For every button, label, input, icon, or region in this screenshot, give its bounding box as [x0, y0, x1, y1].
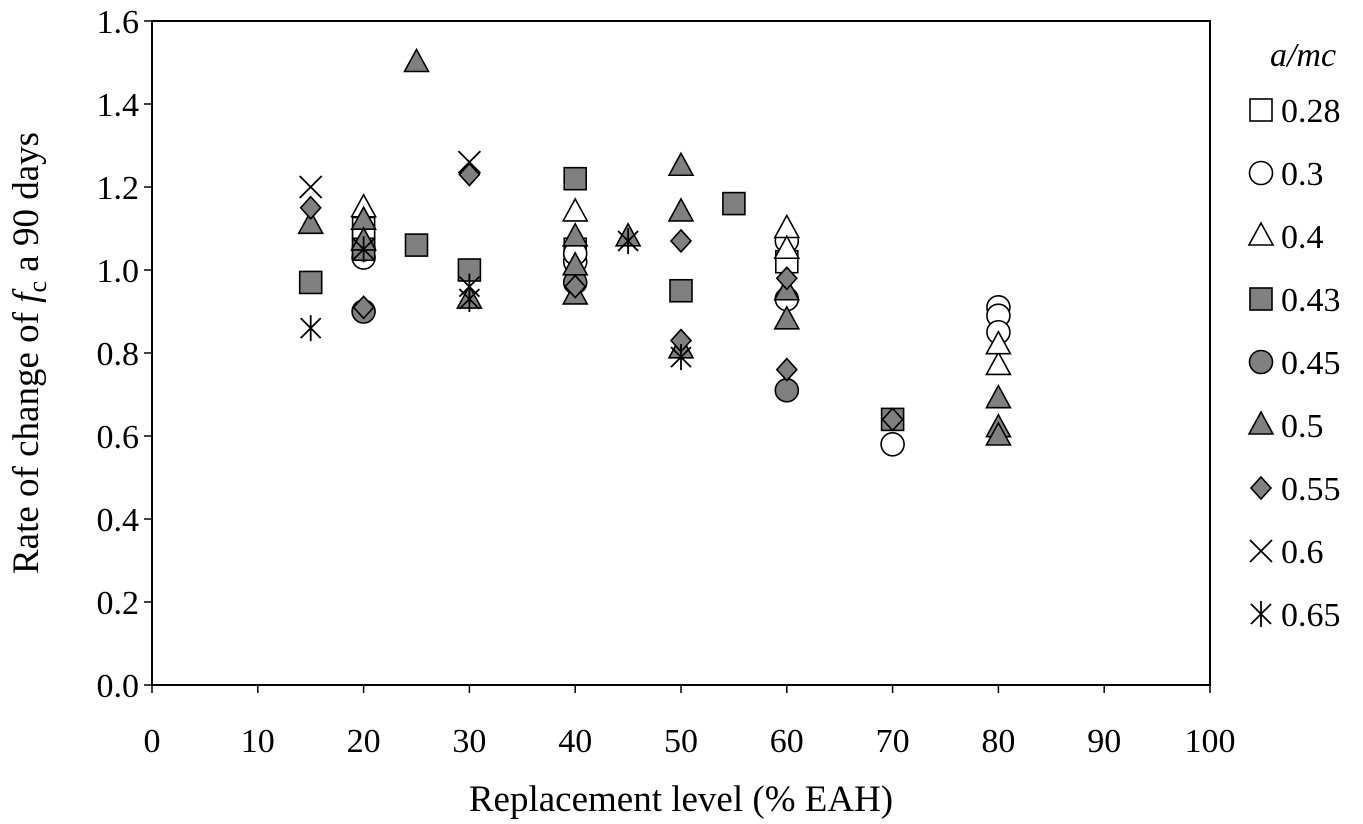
x-tick-label: 20	[347, 723, 381, 760]
x-tick-label: 50	[664, 723, 698, 760]
data-point	[457, 150, 482, 174]
data-point	[667, 151, 695, 177]
data-point	[564, 274, 587, 299]
y-axis-title-subscript: c	[23, 281, 52, 293]
data-point	[299, 195, 322, 220]
legend-marker	[1249, 539, 1273, 563]
data-point	[774, 378, 800, 403]
series-0.4	[350, 193, 1012, 376]
y-tick-label: 0.2	[97, 585, 140, 622]
data-point	[880, 431, 905, 457]
data-point	[773, 234, 801, 260]
data-point	[297, 209, 325, 235]
data-point	[773, 305, 801, 330]
x-tick-label: 40	[558, 723, 592, 760]
data-point	[298, 270, 323, 295]
data-point	[404, 233, 429, 257]
axis-ticks	[144, 20, 1211, 693]
y-axis-title-suffix: a 90 days	[6, 132, 47, 281]
legend-label: 0.55	[1281, 471, 1341, 508]
data-point	[985, 421, 1012, 446]
y-tick-label: 1.0	[97, 253, 140, 290]
legend-marker	[1247, 221, 1275, 246]
series-0.55	[299, 162, 904, 432]
legend-marker	[1248, 349, 1274, 375]
x-tick-labels: 0 10 20 30 40 50 60 70 80 90 100	[144, 723, 1236, 760]
data-point	[561, 197, 589, 222]
data-point	[881, 407, 904, 432]
legend-label: 0.4	[1281, 219, 1324, 256]
series-0.6	[299, 150, 482, 199]
series-0.65	[300, 227, 692, 371]
data-point	[352, 236, 375, 263]
data-point	[722, 191, 746, 216]
legend-entry: 0.3	[1248, 156, 1324, 193]
data-point	[667, 197, 695, 222]
y-tick-label: 0.8	[97, 336, 140, 373]
legend-entry: 0.43	[1249, 282, 1341, 319]
y-tick-label: 0.0	[97, 668, 140, 705]
x-tick-label: 90	[1087, 723, 1121, 760]
legend-label: 0.3	[1281, 156, 1324, 193]
data-point	[299, 175, 323, 199]
legend-title: a/mc	[1270, 37, 1336, 74]
data-point	[561, 222, 589, 247]
legend-entry: 0.65	[1250, 597, 1341, 634]
legend-marker	[1249, 98, 1273, 122]
legend-label: 0.43	[1281, 282, 1341, 319]
data-point	[300, 315, 322, 342]
legend: a/mc 0.28 0.3 0.4 0.43 0.45 0.5 0.55 0.6 0.65	[1247, 37, 1341, 634]
y-tick-label: 1.6	[97, 4, 140, 41]
legend-marker	[1250, 601, 1272, 627]
x-axis-title: Replacement level (% EAH)	[469, 779, 893, 820]
data-point	[617, 227, 639, 254]
legend-marker	[1247, 410, 1275, 435]
legend-marker	[1249, 475, 1273, 501]
legend-marker	[1248, 160, 1274, 186]
data-point	[352, 295, 375, 320]
x-tick-label: 30	[452, 723, 486, 760]
x-tick-label: 100	[1185, 723, 1236, 760]
legend-label: 0.5	[1281, 408, 1324, 445]
y-tick-label: 1.4	[97, 87, 140, 124]
data-point	[985, 350, 1012, 376]
data-points	[297, 47, 1012, 457]
data-point	[458, 286, 481, 313]
legend-label: 0.28	[1281, 93, 1341, 130]
legend-marker	[1249, 287, 1273, 311]
data-point	[670, 344, 692, 371]
x-tick-label: 70	[876, 723, 910, 760]
y-axis-title: Rate of change of fc a 90 days	[6, 132, 52, 574]
x-tick-label: 10	[241, 723, 275, 760]
x-tick-label: 60	[770, 723, 804, 760]
data-point	[669, 278, 693, 303]
y-tick-labels: 0.0 0.2 0.4 0.6 0.8 1.0 1.2 1.4 1.6	[97, 4, 140, 705]
legend-label: 0.6	[1281, 534, 1324, 571]
legend-entry: 0.4	[1247, 219, 1324, 256]
legend-label: 0.45	[1281, 345, 1341, 382]
data-point	[403, 47, 430, 73]
y-tick-label: 0.6	[97, 419, 140, 456]
legend-entry: 0.5	[1247, 408, 1324, 445]
data-point	[669, 228, 693, 254]
data-point	[458, 162, 481, 187]
data-point	[985, 383, 1012, 409]
legend-entry: 0.28	[1249, 93, 1341, 130]
legend-entry: 0.6	[1249, 534, 1324, 571]
y-tick-label: 0.4	[97, 502, 140, 539]
y-axis-title-prefix: Rate of change of	[6, 303, 47, 574]
x-tick-label: 0	[144, 723, 161, 760]
data-point	[563, 166, 588, 191]
legend-entry: 0.55	[1249, 471, 1341, 508]
data-point	[775, 357, 798, 382]
y-tick-label: 1.2	[97, 170, 140, 207]
legend-entry: 0.45	[1248, 345, 1341, 382]
legend-label: 0.65	[1281, 597, 1341, 634]
data-point	[985, 330, 1012, 355]
data-point	[775, 266, 798, 291]
x-tick-label: 80	[981, 723, 1015, 760]
